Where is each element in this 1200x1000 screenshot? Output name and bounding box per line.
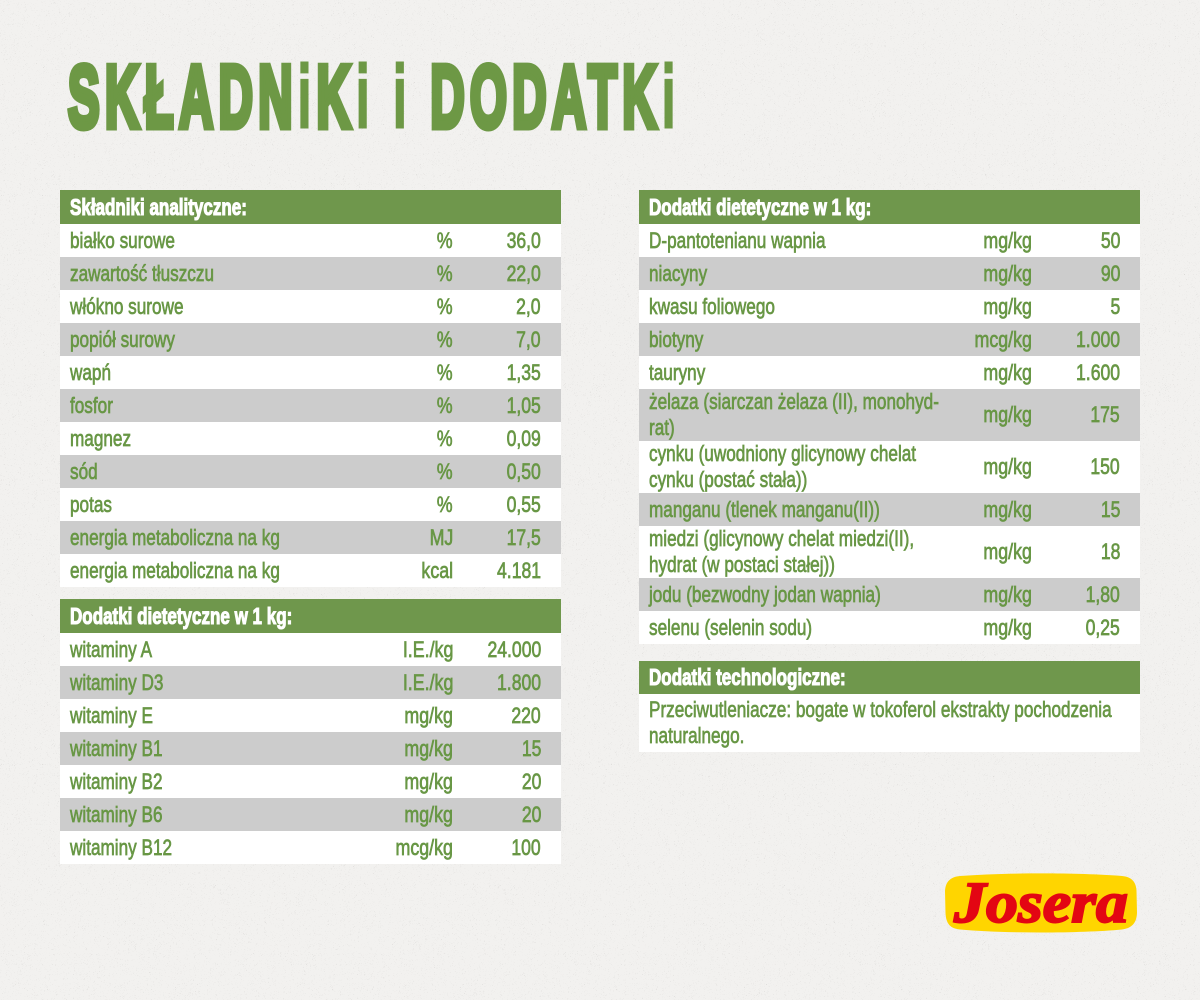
svg-text:Josera: Josera xyxy=(953,871,1128,935)
